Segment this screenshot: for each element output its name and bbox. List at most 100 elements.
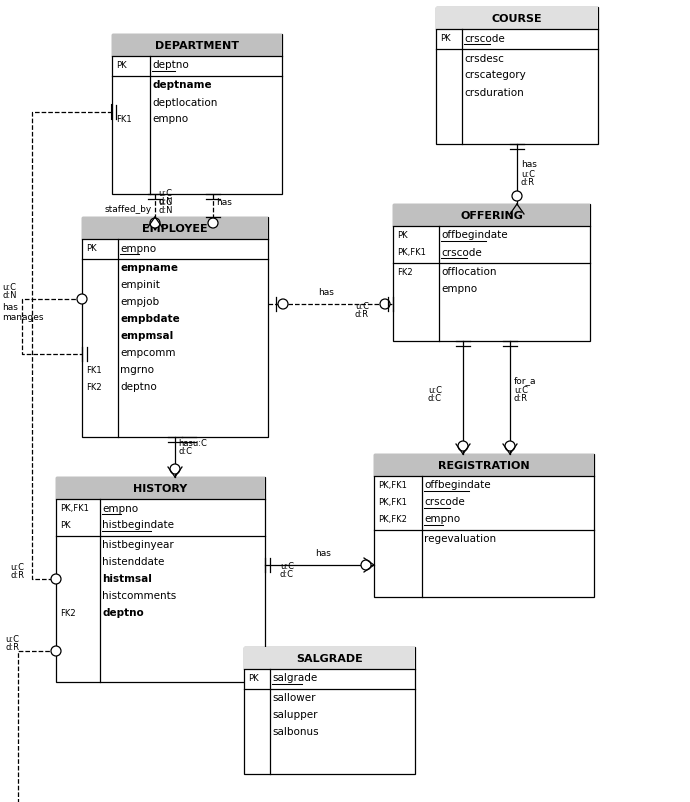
Text: empno: empno [120, 243, 156, 253]
Text: PK,FK1: PK,FK1 [397, 248, 426, 257]
Text: d:C: d:C [280, 569, 294, 578]
Bar [244, 647, 415, 774]
Text: u:C: u:C [158, 198, 172, 207]
Text: for_a: for_a [514, 375, 537, 384]
Text: manages: manages [2, 313, 43, 322]
Text: has: has [2, 302, 18, 312]
Text: empjob: empjob [120, 297, 159, 307]
Text: histbeginyear: histbeginyear [102, 540, 174, 550]
Bar [82, 217, 268, 437]
Bar [112, 35, 282, 57]
Text: d:N: d:N [158, 206, 172, 215]
Circle shape [77, 294, 87, 305]
Text: OFFERING: OFFERING [460, 211, 523, 221]
Bar [56, 477, 265, 683]
Text: d:R: d:R [5, 642, 19, 651]
Text: crsdesc: crsdesc [464, 54, 504, 63]
Text: d:R: d:R [521, 178, 535, 187]
Text: PK,FK2: PK,FK2 [378, 514, 407, 524]
Text: has: has [315, 549, 331, 557]
Text: PK,FK1: PK,FK1 [378, 480, 407, 489]
Circle shape [380, 300, 390, 310]
Circle shape [458, 441, 468, 452]
Text: empmsal: empmsal [120, 331, 173, 341]
Text: DEPARTMENT: DEPARTMENT [155, 41, 239, 51]
Circle shape [505, 441, 515, 452]
Text: has: has [216, 198, 232, 207]
Text: u:C: u:C [2, 282, 16, 292]
Text: empname: empname [120, 263, 178, 273]
Text: HISTORY: HISTORY [133, 484, 188, 493]
Bar [436, 8, 598, 30]
Text: EMPLOYEE: EMPLOYEE [142, 224, 208, 233]
Text: empcomm: empcomm [120, 348, 175, 358]
Text: u:C: u:C [5, 634, 19, 643]
Text: salbonus: salbonus [272, 727, 319, 736]
Circle shape [150, 219, 160, 229]
Text: d:N: d:N [158, 196, 172, 206]
Text: d:R: d:R [355, 310, 369, 318]
Text: salupper: salupper [272, 710, 317, 719]
Text: histmsal: histmsal [102, 573, 152, 584]
Text: SALGRADE: SALGRADE [296, 653, 363, 663]
Text: deptno: deptno [120, 382, 157, 392]
Bar [56, 477, 265, 500]
Text: u:C: u:C [10, 562, 24, 571]
Text: empno: empno [424, 514, 460, 524]
Text: PK: PK [248, 673, 259, 683]
Text: PK: PK [116, 61, 127, 70]
Text: sallower: sallower [272, 693, 315, 703]
Circle shape [512, 192, 522, 202]
Text: u:C: u:C [280, 561, 294, 570]
Text: has: has [318, 288, 334, 297]
Text: offbegindate: offbegindate [424, 480, 491, 490]
Text: u:C: u:C [158, 188, 172, 198]
Text: u:C: u:C [428, 386, 442, 395]
Text: FK2: FK2 [60, 608, 76, 618]
Bar [82, 217, 268, 240]
Bar [112, 35, 282, 195]
Text: PK: PK [440, 34, 451, 43]
Text: FK1: FK1 [86, 366, 101, 375]
Text: u:C: u:C [355, 302, 369, 310]
Text: deptlocation: deptlocation [152, 97, 217, 107]
Text: d:R: d:R [10, 570, 24, 579]
Bar [374, 455, 594, 597]
Text: COURSE: COURSE [492, 14, 542, 24]
Text: d:C: d:C [428, 394, 442, 403]
Circle shape [51, 574, 61, 585]
Text: regevaluation: regevaluation [424, 534, 496, 544]
Bar [374, 455, 594, 476]
Text: crscode: crscode [441, 247, 482, 257]
Text: empinit: empinit [120, 280, 160, 290]
Text: REGISTRATION: REGISTRATION [438, 460, 530, 471]
Bar [436, 8, 598, 145]
Text: d:C: d:C [178, 447, 192, 456]
Text: u:C: u:C [514, 386, 528, 395]
Text: PK: PK [60, 520, 70, 529]
Bar [393, 205, 590, 342]
Text: crsduration: crsduration [464, 87, 524, 97]
Text: salgrade: salgrade [272, 673, 317, 683]
Text: d:N: d:N [2, 290, 17, 300]
Text: empno: empno [441, 284, 477, 294]
Text: FK1: FK1 [116, 115, 132, 124]
Text: PK,FK1: PK,FK1 [60, 504, 89, 512]
Circle shape [170, 464, 180, 475]
Text: PK,FK1: PK,FK1 [378, 497, 407, 506]
Text: FK2: FK2 [86, 383, 101, 391]
Circle shape [208, 219, 218, 229]
Text: staffed_by: staffed_by [105, 205, 152, 213]
Text: d:R: d:R [514, 394, 528, 403]
Circle shape [51, 646, 61, 656]
Text: empno: empno [152, 115, 188, 124]
Text: histbegindate: histbegindate [102, 520, 174, 530]
Text: deptno: deptno [102, 608, 144, 618]
Text: deptno: deptno [152, 60, 189, 71]
Text: offlocation: offlocation [441, 267, 497, 277]
Text: histcomments: histcomments [102, 591, 176, 601]
Text: offbegindate: offbegindate [441, 230, 508, 241]
Text: empno: empno [102, 503, 138, 512]
Circle shape [361, 561, 371, 570]
Text: PK: PK [397, 231, 408, 240]
